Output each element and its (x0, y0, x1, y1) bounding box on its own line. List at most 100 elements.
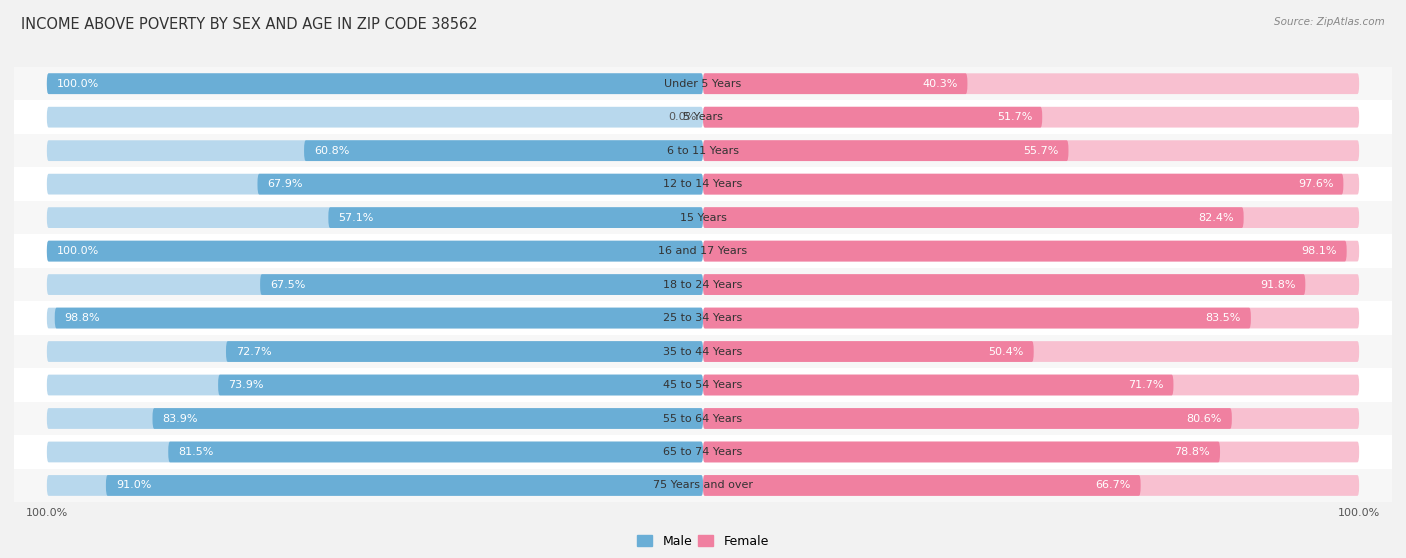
FancyBboxPatch shape (46, 73, 703, 94)
FancyBboxPatch shape (703, 374, 1174, 396)
FancyBboxPatch shape (304, 140, 703, 161)
FancyBboxPatch shape (46, 240, 703, 262)
Bar (14, 201, 1392, 234)
Legend: Male, Female: Male, Female (633, 530, 773, 552)
Text: 57.1%: 57.1% (339, 213, 374, 223)
FancyBboxPatch shape (703, 174, 1360, 195)
FancyBboxPatch shape (703, 73, 1360, 94)
Text: 35 to 44 Years: 35 to 44 Years (664, 347, 742, 357)
Bar (14, 435, 1392, 469)
FancyBboxPatch shape (703, 341, 1360, 362)
Text: 18 to 24 Years: 18 to 24 Years (664, 280, 742, 290)
FancyBboxPatch shape (703, 341, 1033, 362)
Text: 0.0%: 0.0% (668, 112, 696, 122)
Text: Under 5 Years: Under 5 Years (665, 79, 741, 89)
Bar (14, 301, 1392, 335)
Bar (14, 368, 1392, 402)
FancyBboxPatch shape (152, 408, 703, 429)
Text: 67.5%: 67.5% (270, 280, 305, 290)
FancyBboxPatch shape (703, 374, 1360, 396)
Text: 91.8%: 91.8% (1260, 280, 1295, 290)
FancyBboxPatch shape (703, 107, 1360, 128)
FancyBboxPatch shape (46, 73, 703, 94)
Text: 98.1%: 98.1% (1302, 246, 1337, 256)
Text: 40.3%: 40.3% (922, 79, 957, 89)
FancyBboxPatch shape (257, 174, 703, 195)
Text: 81.5%: 81.5% (179, 447, 214, 457)
Text: 71.7%: 71.7% (1128, 380, 1164, 390)
FancyBboxPatch shape (703, 475, 1140, 496)
Text: 67.9%: 67.9% (267, 179, 302, 189)
Text: 51.7%: 51.7% (997, 112, 1032, 122)
FancyBboxPatch shape (46, 107, 703, 128)
Text: 66.7%: 66.7% (1095, 480, 1130, 490)
FancyBboxPatch shape (703, 408, 1360, 429)
Text: 73.9%: 73.9% (228, 380, 263, 390)
Text: 83.9%: 83.9% (162, 413, 198, 424)
FancyBboxPatch shape (703, 240, 1360, 262)
FancyBboxPatch shape (46, 274, 703, 295)
Text: 82.4%: 82.4% (1198, 213, 1234, 223)
Text: 5 Years: 5 Years (683, 112, 723, 122)
FancyBboxPatch shape (703, 174, 1343, 195)
FancyBboxPatch shape (46, 475, 703, 496)
FancyBboxPatch shape (703, 207, 1244, 228)
FancyBboxPatch shape (46, 374, 703, 396)
FancyBboxPatch shape (703, 441, 1220, 463)
Text: 65 to 74 Years: 65 to 74 Years (664, 447, 742, 457)
FancyBboxPatch shape (703, 307, 1360, 329)
FancyBboxPatch shape (703, 207, 1360, 228)
FancyBboxPatch shape (218, 374, 703, 396)
Text: 100.0%: 100.0% (56, 79, 98, 89)
Text: 55 to 64 Years: 55 to 64 Years (664, 413, 742, 424)
Bar (14, 100, 1392, 134)
FancyBboxPatch shape (260, 274, 703, 295)
Text: Source: ZipAtlas.com: Source: ZipAtlas.com (1274, 17, 1385, 27)
Text: 75 Years and over: 75 Years and over (652, 480, 754, 490)
Bar (14, 134, 1392, 167)
Text: 6 to 11 Years: 6 to 11 Years (666, 146, 740, 156)
FancyBboxPatch shape (46, 207, 703, 228)
Text: 91.0%: 91.0% (115, 480, 150, 490)
Text: 16 and 17 Years: 16 and 17 Years (658, 246, 748, 256)
Text: 45 to 54 Years: 45 to 54 Years (664, 380, 742, 390)
FancyBboxPatch shape (55, 307, 703, 329)
Text: 25 to 34 Years: 25 to 34 Years (664, 313, 742, 323)
FancyBboxPatch shape (703, 475, 1360, 496)
Text: 12 to 14 Years: 12 to 14 Years (664, 179, 742, 189)
FancyBboxPatch shape (703, 140, 1360, 161)
FancyBboxPatch shape (46, 307, 703, 329)
FancyBboxPatch shape (703, 274, 1360, 295)
FancyBboxPatch shape (703, 307, 1251, 329)
Bar (14, 268, 1392, 301)
FancyBboxPatch shape (169, 441, 703, 463)
FancyBboxPatch shape (46, 441, 703, 463)
FancyBboxPatch shape (703, 107, 1042, 128)
Text: 100.0%: 100.0% (56, 246, 98, 256)
Text: 83.5%: 83.5% (1206, 313, 1241, 323)
FancyBboxPatch shape (703, 274, 1305, 295)
FancyBboxPatch shape (703, 441, 1360, 463)
Text: 60.8%: 60.8% (314, 146, 349, 156)
Text: 15 Years: 15 Years (679, 213, 727, 223)
FancyBboxPatch shape (703, 73, 967, 94)
Bar (14, 469, 1392, 502)
FancyBboxPatch shape (703, 408, 1232, 429)
Text: 50.4%: 50.4% (988, 347, 1024, 357)
FancyBboxPatch shape (703, 140, 1069, 161)
Bar (14, 67, 1392, 100)
FancyBboxPatch shape (46, 408, 703, 429)
FancyBboxPatch shape (105, 475, 703, 496)
Text: 80.6%: 80.6% (1187, 413, 1222, 424)
FancyBboxPatch shape (46, 140, 703, 161)
Bar (14, 167, 1392, 201)
Text: 78.8%: 78.8% (1174, 447, 1211, 457)
Text: 97.6%: 97.6% (1298, 179, 1333, 189)
FancyBboxPatch shape (703, 240, 1347, 262)
FancyBboxPatch shape (46, 341, 703, 362)
Bar (14, 335, 1392, 368)
Bar (14, 234, 1392, 268)
Bar (14, 402, 1392, 435)
FancyBboxPatch shape (46, 174, 703, 195)
Text: INCOME ABOVE POVERTY BY SEX AND AGE IN ZIP CODE 38562: INCOME ABOVE POVERTY BY SEX AND AGE IN Z… (21, 17, 478, 32)
